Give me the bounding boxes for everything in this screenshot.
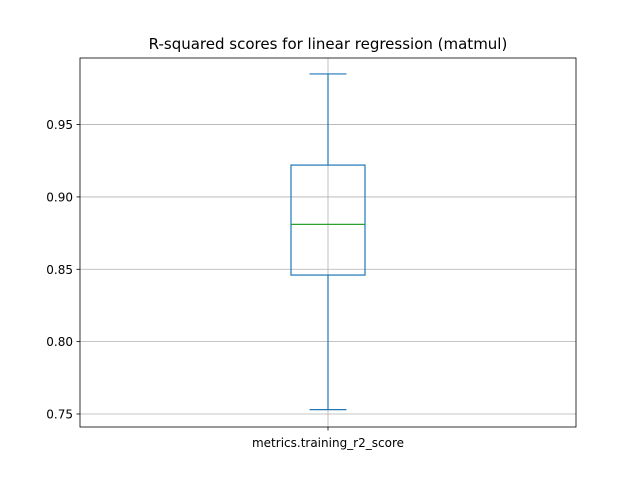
y-tick-label: 0.90 [46, 190, 73, 204]
x-axis: metrics.training_r2_score [252, 427, 404, 450]
box-group [290, 73, 366, 411]
chart-title: R-squared scores for linear regression (… [149, 35, 508, 53]
y-tick-label: 0.85 [46, 263, 73, 277]
y-axis: 0.75 0.80 0.85 0.90 0.95 [46, 118, 80, 421]
y-tick-label: 0.95 [46, 118, 73, 132]
x-tick-label: metrics.training_r2_score [252, 436, 404, 450]
y-tick-label: 0.80 [46, 335, 73, 349]
box-iqr [290, 164, 366, 276]
y-tick-label: 0.75 [46, 407, 73, 421]
